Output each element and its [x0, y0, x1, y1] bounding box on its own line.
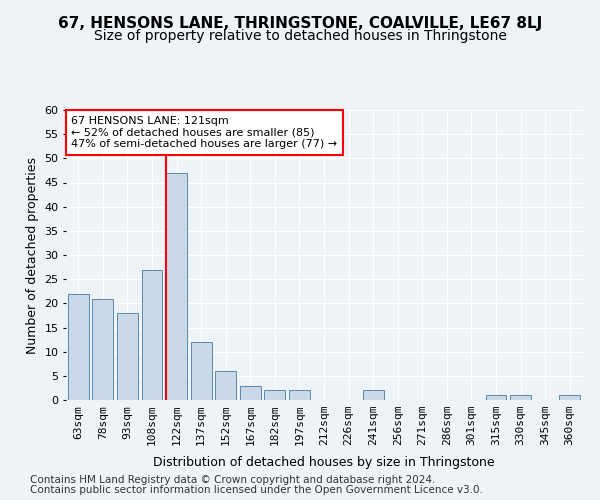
Bar: [485, 395, 506, 400]
Text: 67 HENSONS LANE: 121sqm
← 52% of detached houses are smaller (85)
47% of semi-de: 67 HENSONS LANE: 121sqm ← 52% of detache…: [71, 116, 337, 149]
Bar: [166, 173, 187, 400]
Bar: [510, 395, 531, 400]
Bar: [191, 342, 212, 400]
Bar: [559, 395, 580, 400]
Bar: [265, 390, 286, 400]
Text: Contains public sector information licensed under the Open Government Licence v3: Contains public sector information licen…: [30, 485, 483, 495]
Bar: [142, 270, 163, 400]
Y-axis label: Number of detached properties: Number of detached properties: [26, 156, 38, 354]
Bar: [215, 371, 236, 400]
Bar: [92, 298, 113, 400]
X-axis label: Distribution of detached houses by size in Thringstone: Distribution of detached houses by size …: [153, 456, 495, 469]
Text: Size of property relative to detached houses in Thringstone: Size of property relative to detached ho…: [94, 29, 506, 43]
Bar: [117, 313, 138, 400]
Text: Contains HM Land Registry data © Crown copyright and database right 2024.: Contains HM Land Registry data © Crown c…: [30, 475, 436, 485]
Text: 67, HENSONS LANE, THRINGSTONE, COALVILLE, LE67 8LJ: 67, HENSONS LANE, THRINGSTONE, COALVILLE…: [58, 16, 542, 31]
Bar: [362, 390, 383, 400]
Bar: [68, 294, 89, 400]
Bar: [240, 386, 261, 400]
Bar: [289, 390, 310, 400]
